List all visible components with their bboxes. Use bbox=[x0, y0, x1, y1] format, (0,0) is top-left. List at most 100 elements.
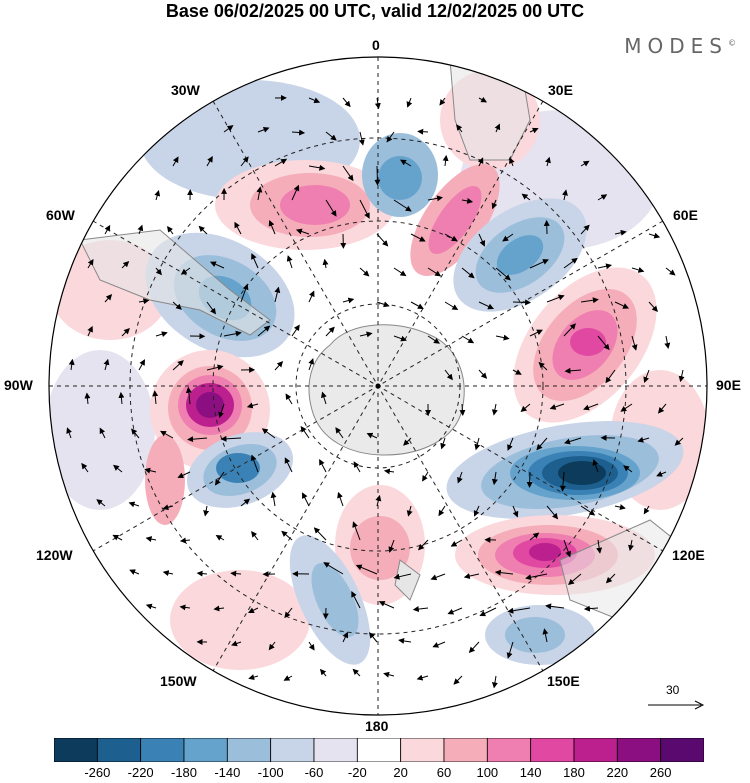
wind-vector bbox=[308, 358, 315, 371]
wind-vector bbox=[325, 131, 337, 141]
wind-vector bbox=[128, 501, 140, 508]
wind-vector bbox=[274, 286, 281, 303]
wind-vector bbox=[319, 459, 327, 473]
wind-vector bbox=[526, 471, 533, 488]
wind-vector bbox=[257, 126, 270, 133]
wind-vector bbox=[563, 257, 578, 269]
wind-vector bbox=[403, 437, 412, 446]
wind-vector bbox=[643, 369, 650, 384]
wind-vector bbox=[597, 194, 608, 201]
wind-vector bbox=[398, 637, 412, 644]
lon-label-30w: 30W bbox=[171, 82, 200, 98]
wind-vector bbox=[358, 131, 365, 146]
wind-vector bbox=[657, 403, 667, 414]
wind-vector bbox=[308, 97, 321, 104]
colorbar-tick-label: 260 bbox=[649, 765, 672, 780]
wind-vector bbox=[220, 435, 242, 442]
wind-vector bbox=[529, 329, 543, 337]
wind-vector bbox=[559, 471, 566, 492]
colorbar-tick-label: 180 bbox=[563, 765, 585, 780]
colorbar-swatch bbox=[660, 738, 704, 762]
map-boundary bbox=[48, 56, 708, 716]
lon-label-180: 180 bbox=[365, 718, 389, 734]
wind-vector bbox=[368, 632, 378, 643]
wind-vector bbox=[376, 301, 390, 308]
wind-vector bbox=[502, 233, 514, 242]
wind-vector bbox=[172, 360, 184, 371]
wind-vector bbox=[463, 573, 480, 579]
wind-vector bbox=[478, 233, 486, 247]
wind-vector bbox=[563, 539, 572, 558]
wind-vector bbox=[206, 301, 216, 315]
wind-vector bbox=[605, 369, 616, 384]
wind-vector bbox=[478, 96, 488, 103]
colorbar-swatch bbox=[96, 738, 142, 762]
wind-vector bbox=[234, 221, 242, 235]
colorbar-tick-label: 140 bbox=[519, 765, 542, 780]
wind-vector bbox=[444, 369, 453, 381]
wind-vector bbox=[512, 299, 532, 306]
wind-vector bbox=[643, 505, 650, 515]
wind-vector bbox=[383, 468, 395, 475]
wind-vector bbox=[546, 505, 559, 520]
wind-vector bbox=[400, 159, 412, 167]
wind-vector bbox=[564, 367, 582, 374]
wind-vector bbox=[121, 261, 130, 269]
lon-label-90e: 90E bbox=[716, 377, 741, 393]
wind-vector bbox=[406, 505, 413, 517]
wind-vector bbox=[442, 154, 449, 167]
colorbar-tick-label: 60 bbox=[436, 765, 452, 780]
wind-vector bbox=[623, 465, 633, 473]
wind-vector bbox=[248, 674, 259, 681]
brand-text: MODES bbox=[624, 34, 728, 58]
wind-vector bbox=[223, 125, 234, 133]
lon-label-150w: 150W bbox=[160, 673, 197, 689]
wind-vector bbox=[674, 437, 684, 446]
wind-vector bbox=[521, 193, 531, 201]
wind-vector bbox=[359, 331, 373, 338]
wind-vector bbox=[438, 505, 446, 517]
wind-vector bbox=[284, 457, 293, 473]
wind-vector bbox=[583, 403, 599, 411]
wind-vector bbox=[491, 471, 498, 486]
wind-vector bbox=[342, 297, 355, 304]
lon-label-120w: 120W bbox=[36, 547, 73, 563]
wind-vector bbox=[459, 403, 466, 416]
wind-vector bbox=[628, 539, 634, 552]
wind-vector bbox=[468, 641, 480, 654]
wind-vector bbox=[285, 393, 293, 405]
wind-vector bbox=[251, 531, 259, 541]
wind-vector bbox=[375, 494, 382, 507]
wind-vector bbox=[359, 199, 370, 219]
wind-vector bbox=[137, 224, 144, 235]
wind-vector bbox=[427, 267, 442, 277]
wind-vector bbox=[240, 283, 249, 303]
wind-vector bbox=[172, 301, 182, 310]
colorbar-tick-label: 220 bbox=[606, 765, 629, 780]
wind-vector bbox=[162, 570, 174, 577]
wind-vector bbox=[113, 464, 123, 473]
wind-vector bbox=[103, 358, 110, 371]
colorbar-tick-label: 20 bbox=[393, 765, 408, 780]
wind-vector bbox=[410, 301, 424, 309]
wind-vector bbox=[491, 675, 498, 689]
wind-vector bbox=[179, 537, 191, 544]
wind-vector bbox=[366, 432, 378, 439]
wind-vector bbox=[412, 606, 429, 613]
colorbar-tick-label: 100 bbox=[476, 765, 499, 780]
wind-vector bbox=[251, 253, 259, 269]
lon-label-30e: 30E bbox=[548, 82, 573, 98]
wind-vector bbox=[87, 258, 94, 269]
wind-vector bbox=[447, 607, 463, 615]
colorbar-swatch bbox=[443, 738, 488, 762]
wind-vector bbox=[564, 437, 582, 445]
wind-vector bbox=[104, 224, 111, 235]
wind-vector bbox=[614, 301, 630, 309]
wind-vector bbox=[172, 156, 179, 167]
wind-vector bbox=[99, 427, 106, 439]
wind-vector bbox=[637, 436, 650, 443]
colorbar-swatch bbox=[356, 738, 402, 762]
wind-vector bbox=[342, 631, 349, 643]
wind-vector bbox=[461, 335, 475, 344]
wind-vector bbox=[479, 607, 497, 617]
